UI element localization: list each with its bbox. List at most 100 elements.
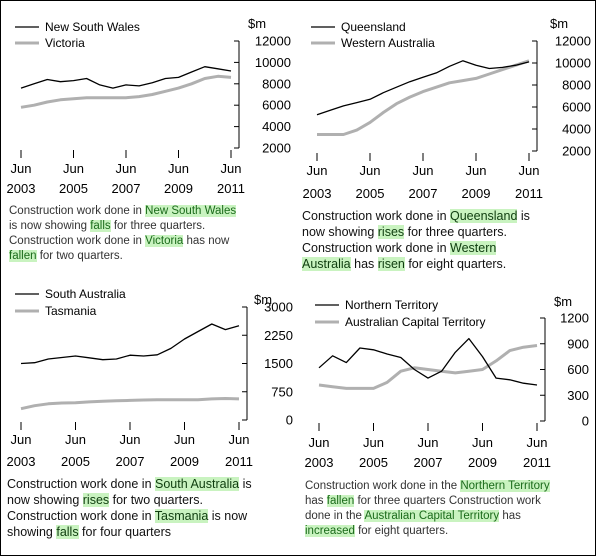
y-tick-label: 8000 (262, 76, 291, 91)
legend-label-western-australia: Western Australia (341, 36, 435, 50)
caption-highlight: Victoria (145, 235, 184, 247)
x-tick-label-year: 2009 (468, 455, 497, 470)
x-tick-label-month: Jun (63, 161, 84, 176)
x-tick-label-year: 2003 (303, 186, 332, 201)
x-tick-label-year: 2009 (164, 181, 193, 196)
y-axis-unit-label: $m (550, 16, 568, 31)
series-line-northern-territory (318, 337, 538, 386)
legend-label-new-south-wales: New South Wales (45, 20, 140, 34)
series-line-tasmania (20, 397, 240, 411)
legend-label-south-australia: South Australia (45, 287, 126, 301)
caption-text: Construction work done in (7, 477, 155, 491)
y-tick-label: 4000 (562, 122, 591, 137)
x-tick-label-year: 2011 (225, 454, 253, 469)
caption-text: Construction work done in (302, 209, 450, 223)
y-tick-label: 12000 (255, 34, 291, 49)
y-tick-label: 4000 (262, 119, 291, 134)
caption-sa-tas: Construction work done in South Australi… (7, 476, 257, 540)
y-tick-label: 8000 (562, 78, 591, 93)
x-tick-label-year: 2003 (7, 181, 36, 196)
chart-panel-nsw-vic: New South Wales Victoria $m 2000 4000 6000 800… (1, 1, 297, 271)
y-axis-unit-label: $m (554, 294, 572, 309)
x-tick-label-month: Jun (65, 432, 86, 447)
x-tick-label-year: 2005 (356, 186, 385, 201)
x-tick-label-year: 2011 (523, 455, 551, 470)
y-tick-label: 12000 (555, 34, 591, 49)
chart-svg-nsw-vic: New South Wales Victoria $m 2000 4000 6000 800… (7, 16, 291, 196)
caption-text: is now showing (7, 477, 252, 507)
series-line-australian-capital-territory (318, 344, 538, 390)
caption-text: is now showing (7, 509, 248, 539)
chart-svg-qld-wa: Queensland Western Australia $m 2000 4000 600… (303, 16, 591, 201)
x-tick-label-month: Jun (472, 435, 493, 450)
y-tick-label: 600 (567, 362, 589, 377)
caption-highlight: Northern Territory (460, 480, 550, 492)
caption-qld-wa: Construction work done in Queensland is … (302, 208, 542, 272)
series-line-new-south-wales (20, 66, 232, 89)
y-tick-label: 10000 (555, 56, 591, 71)
x-tick-label-month: Jun (11, 432, 32, 447)
y-tick-label: 2250 (264, 328, 293, 343)
y-tick-label: 2000 (562, 144, 591, 159)
x-tick-label-year: 2007 (116, 454, 145, 469)
caption-text: for two quarters. (36, 250, 123, 262)
caption-highlight: risen (377, 257, 405, 271)
x-tick-label-year: 2003 (305, 455, 334, 470)
caption-text: for eight quarters. (404, 257, 507, 271)
legend-label-victoria: Victoria (45, 36, 85, 50)
x-tick-label-year: 2005 (61, 454, 90, 469)
chart-svg-sa-tas: South Australia Tasmania $m 0 750 1500 2250 300… (7, 287, 293, 469)
caption-nsw-vic: Construction work done in New South Wale… (9, 204, 244, 264)
y-tick-label: 1200 (560, 311, 589, 326)
series-line-victoria (20, 74, 232, 109)
caption-highlight: fallen (9, 250, 37, 262)
chart-panel-qld-wa: Queensland Western Australia $m 2000 4000 600… (297, 1, 595, 281)
caption-text: has (350, 257, 378, 271)
caption-text: has (499, 510, 521, 522)
caption-nt-act: Construction work done in the Northern T… (305, 479, 555, 539)
caption-highlight: New South Wales (145, 205, 237, 217)
x-tick-label-month: Jun (307, 163, 328, 178)
y-tick-label: 900 (567, 336, 589, 351)
caption-text: is now showing (9, 220, 91, 232)
x-tick-label-year: 2007 (409, 186, 438, 201)
x-tick-label-year: 2009 (170, 454, 199, 469)
caption-text: has now (183, 235, 230, 247)
y-tick-label: 1500 (264, 356, 293, 371)
caption-text: for three quarters. Construction work do… (9, 220, 206, 247)
x-tick-label-month: Jun (116, 161, 137, 176)
caption-text: for two quarters. Construction work done… (7, 493, 203, 523)
caption-text: for three quarters. Construction work do… (302, 225, 507, 255)
y-tick-label: 10000 (255, 55, 291, 70)
x-tick-label-month: Jun (221, 161, 242, 176)
chart-panel-nt-act: Northern Territory Australian Capital Ter… (297, 281, 595, 555)
y-tick-label: 750 (271, 384, 293, 399)
x-tick-label-year: 2011 (217, 181, 245, 196)
caption-highlight: increased (305, 525, 355, 537)
x-tick-label-month: Jun (229, 432, 250, 447)
series-line-western-australia (317, 59, 530, 136)
caption-text: for four quarters (78, 525, 171, 539)
caption-text: Construction work done in (9, 205, 146, 217)
caption-text: for three quarters Construction work don… (305, 495, 541, 522)
caption-highlight: falls (56, 525, 79, 539)
caption-highlight: South Australia (155, 477, 240, 491)
x-tick-label-year: 2005 (359, 455, 388, 470)
x-tick-label-year: 2009 (462, 186, 491, 201)
x-tick-label-year: 2005 (59, 181, 88, 196)
x-tick-label-month: Jun (360, 163, 381, 178)
y-tick-label: 300 (567, 388, 589, 403)
y-tick-label: 2000 (262, 141, 291, 156)
chart-svg-nt-act: Northern Territory Australian Capital Ter… (305, 294, 589, 470)
x-tick-label-year: 2007 (414, 455, 443, 470)
legend-label-tasmania: Tasmania (45, 304, 97, 318)
x-tick-label-month: Jun (363, 435, 384, 450)
y-tick-label: 0 (286, 413, 293, 428)
x-tick-label-month: Jun (466, 163, 487, 178)
caption-text: Construction work done in the (305, 480, 461, 492)
legend-label-australian-capital-territory: Australian Capital Territory (345, 315, 486, 329)
y-tick-label: 3000 (264, 300, 293, 315)
x-tick-label-year: 2003 (7, 454, 36, 469)
x-tick-label-month: Jun (168, 161, 189, 176)
